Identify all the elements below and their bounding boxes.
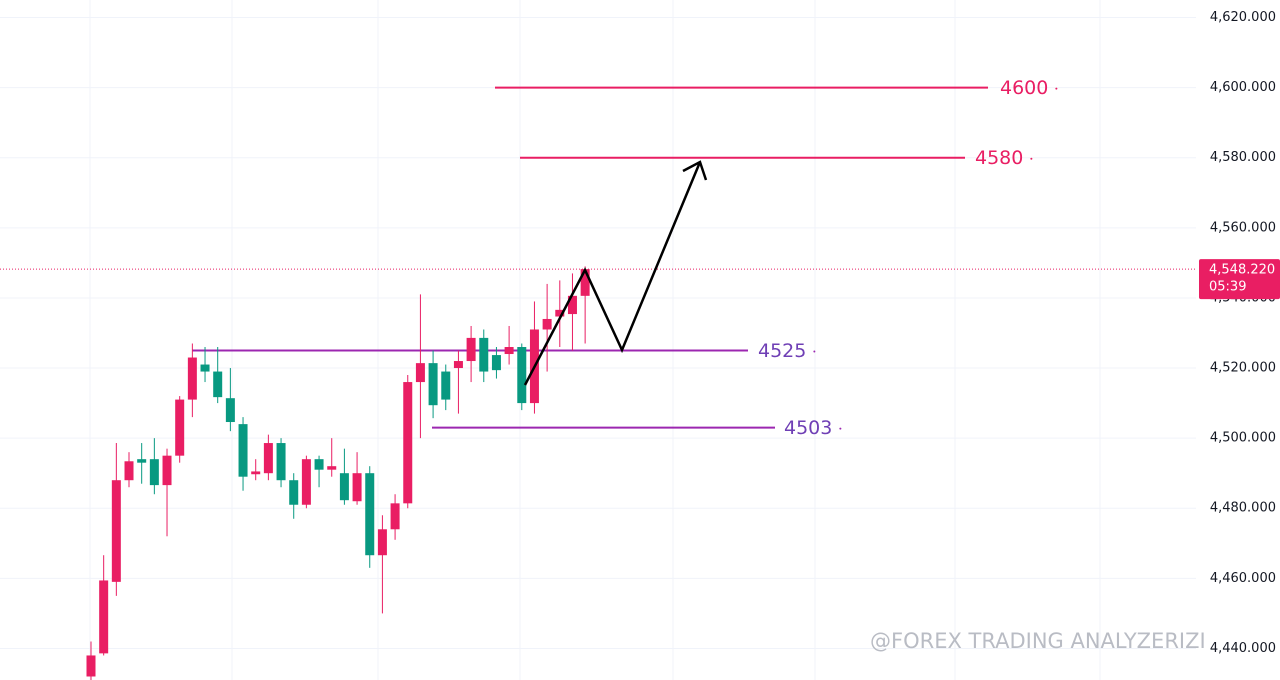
countdown: 05:39 [1209, 280, 1246, 295]
y-tick-label: 4,460.000 [1210, 571, 1276, 586]
candle-body [466, 337, 476, 362]
projection-arrow [523, 161, 702, 386]
level-dot [1055, 87, 1058, 90]
y-tick-label: 4,440.000 [1210, 641, 1276, 656]
level-label: 4503 [784, 417, 832, 439]
candle-body [542, 318, 552, 330]
y-tick-label: 4,620.000 [1210, 10, 1276, 25]
candle-body [187, 357, 197, 400]
candle-body [327, 466, 337, 470]
candle-body [390, 503, 400, 530]
candle-body [415, 363, 425, 383]
candle-body [352, 473, 362, 502]
watermark: @FOREX TRADING ANALYZERIZI [870, 629, 1206, 653]
y-tick-label: 4,480.000 [1210, 501, 1276, 516]
level-label: 4580 [975, 147, 1023, 169]
level-dot [1030, 157, 1033, 160]
candle-body [111, 480, 121, 582]
candle-body [491, 355, 501, 371]
candle-body [301, 459, 311, 505]
arrow-head [682, 160, 708, 181]
candle-body [213, 371, 223, 398]
candle-body [403, 382, 413, 504]
price-label: 4,548.220 [1209, 263, 1275, 278]
candle-body [517, 347, 527, 404]
candle-body [149, 459, 159, 486]
candle-body [225, 398, 235, 423]
candle-body [200, 364, 210, 372]
candle-body [377, 529, 387, 556]
level-label: 4525 [758, 340, 806, 362]
candle-body [137, 459, 147, 463]
candle-body [86, 655, 96, 677]
level-dot [839, 427, 842, 430]
candle-body [479, 337, 489, 372]
y-tick-label: 4,580.000 [1210, 150, 1276, 165]
candle-body [263, 443, 273, 474]
candle-body [251, 471, 261, 475]
candle-body [124, 461, 134, 481]
price-label-box [1199, 259, 1280, 300]
y-tick-label: 4,600.000 [1210, 80, 1276, 95]
candle-body [162, 455, 172, 486]
candle-body [175, 399, 185, 456]
y-tick-label: 4,520.000 [1210, 361, 1276, 376]
candle-body [567, 295, 577, 315]
candle-body [314, 459, 324, 470]
y-tick-label: 4,500.000 [1210, 431, 1276, 446]
candle-body [580, 269, 590, 296]
candle-body [99, 580, 109, 654]
candle-body [441, 371, 451, 400]
candle-body [504, 347, 514, 355]
level-label: 4600 [1000, 77, 1048, 99]
candle-body [555, 309, 565, 317]
candle-body [428, 363, 438, 406]
candle-body [339, 473, 349, 501]
level-dot [813, 350, 816, 353]
y-tick-label: 4,560.000 [1210, 220, 1276, 235]
candle-body [365, 473, 375, 556]
candle-body [453, 361, 463, 369]
candle-body [238, 424, 248, 477]
candle-body [289, 480, 299, 505]
candle-body [276, 443, 286, 481]
